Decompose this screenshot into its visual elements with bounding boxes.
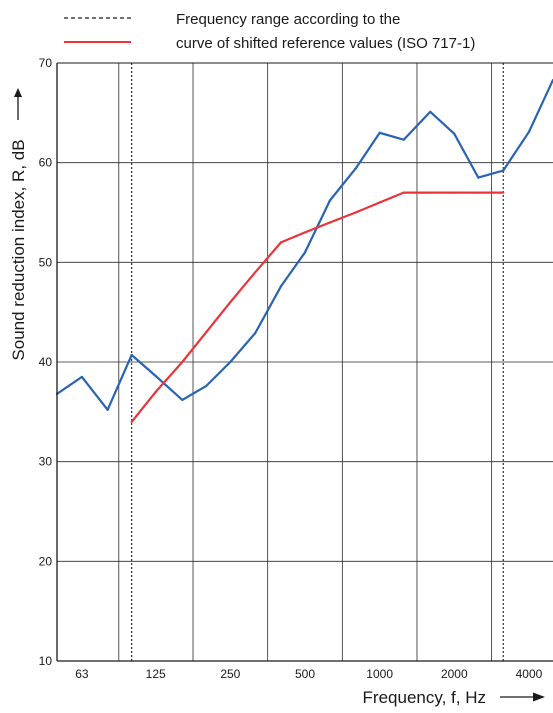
series-1-point <box>130 353 133 357</box>
x-axis-label: Frequency, f, Hz <box>363 688 486 707</box>
y-tick-label: 40 <box>39 355 53 369</box>
x-tick-labels: 63 125 250 500 1000 2000 4000 <box>75 667 542 681</box>
series-1-point <box>154 374 157 378</box>
series-2-point <box>354 211 357 214</box>
x-tick-label: 1000 <box>366 667 393 681</box>
x-tick-label: 125 <box>146 667 166 681</box>
series-2-point <box>453 191 456 194</box>
series-2-point <box>181 360 184 364</box>
series-1-point <box>181 398 184 401</box>
series-1-point <box>106 408 109 411</box>
series-1-point <box>303 251 307 254</box>
legend: Frequency range according to the curve o… <box>64 11 475 52</box>
series-1-point <box>502 169 505 172</box>
x-axis-arrow-head <box>533 692 545 702</box>
series-1-point <box>527 130 531 133</box>
y-tick-label: 60 <box>39 156 53 170</box>
y-axis-title: Sound reduction index, R, dB <box>9 88 28 361</box>
x-axis-title: Frequency, f, Hz <box>363 688 545 707</box>
series-2-point <box>154 390 157 393</box>
series <box>55 78 553 423</box>
y-axis-label: Sound reduction index, R, dB <box>9 139 28 360</box>
y-tick-label: 50 <box>39 255 53 269</box>
series-1-point <box>279 285 283 288</box>
series-1-point <box>229 360 232 364</box>
x-tick-label: 2000 <box>441 667 468 681</box>
x-tick-label: 250 <box>220 667 240 681</box>
series-1-point <box>453 132 456 135</box>
x-tick-label: 500 <box>295 667 315 681</box>
series-2-point <box>502 191 505 194</box>
series-1-point <box>80 375 83 379</box>
series-line-2 <box>130 191 504 423</box>
y-axis-arrow-head <box>14 88 22 97</box>
y-tick-labels: 10 20 30 40 50 60 70 <box>39 56 53 668</box>
series-1-point <box>402 138 405 141</box>
series-2-point <box>402 191 405 194</box>
series-2-point <box>205 331 208 334</box>
legend-label-frequency-range: Frequency range according to the <box>176 11 400 28</box>
series-2-point <box>328 221 331 224</box>
legend-label-reference-curve: curve of shifted reference values (ISO 7… <box>176 35 475 52</box>
series-2-point <box>303 231 307 234</box>
series-1-point <box>477 176 480 179</box>
series-2-point <box>429 191 432 194</box>
series-1-point <box>378 131 381 134</box>
series-1-point <box>205 384 208 388</box>
series-1-point <box>354 167 357 170</box>
series-2-point <box>130 420 133 423</box>
series-2-point <box>378 201 381 204</box>
y-tick-label: 10 <box>39 654 53 668</box>
series-1-point <box>254 331 257 335</box>
series-2-point <box>229 301 232 304</box>
series-1-point <box>429 110 432 113</box>
y-tick-label: 70 <box>39 56 53 70</box>
series-2-point <box>279 241 283 244</box>
x-tick-label: 63 <box>75 667 89 681</box>
series-1-point <box>328 199 331 202</box>
y-tick-label: 20 <box>39 554 53 568</box>
grid <box>57 63 553 661</box>
x-tick-label: 4000 <box>516 667 543 681</box>
series-2-point <box>477 191 480 194</box>
y-tick-label: 30 <box>39 455 53 469</box>
series-2-point <box>254 271 257 274</box>
